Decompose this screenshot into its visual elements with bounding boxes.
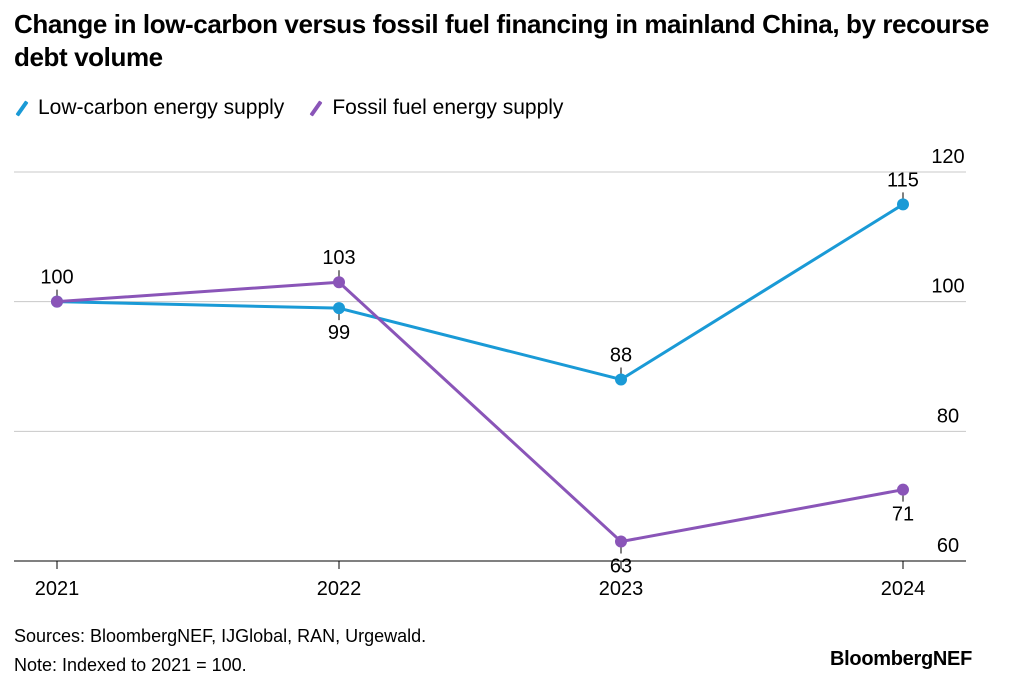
x-tick-label-2021: 2021 bbox=[35, 578, 80, 600]
data-label-1-1: 103 bbox=[322, 247, 355, 269]
series-line-1 bbox=[56, 280, 904, 544]
y-tick-label-60: 60 bbox=[937, 535, 959, 557]
y-tick-label-80: 80 bbox=[937, 405, 959, 427]
legend-item-fossil: Fossil fuel energy supply bbox=[308, 96, 563, 120]
data-label-0-3: 115 bbox=[887, 169, 919, 191]
series-line-0 bbox=[56, 203, 904, 381]
footer-notes: Sources: BloombergNEF, IJGlobal, RAN, Ur… bbox=[14, 622, 426, 680]
x-tick-label-2022: 2022 bbox=[317, 578, 362, 600]
legend-label-fossil: Fossil fuel energy supply bbox=[332, 96, 564, 119]
data-label-1-3: 71 bbox=[892, 504, 914, 526]
data-label-1-0: 100 bbox=[40, 267, 73, 289]
chart-title: Change in low-carbon versus fossil fuel … bbox=[14, 9, 989, 72]
legend-item-low-carbon: Low-carbon energy supply bbox=[14, 96, 284, 120]
brand-logo-text: BloombergNEF bbox=[830, 648, 972, 670]
data-point-1-0 bbox=[51, 295, 63, 308]
data-point-0-3 bbox=[897, 198, 909, 211]
legend-label-low-carbon: Low-carbon energy supply bbox=[38, 96, 285, 119]
data-label-0-2: 88 bbox=[610, 344, 632, 366]
data-point-1-2 bbox=[615, 535, 627, 548]
data-label-1-2: 63 bbox=[610, 556, 632, 578]
x-tick-label-2024: 2024 bbox=[881, 578, 926, 600]
legend: Low-carbon energy supply Fossil fuel ene… bbox=[14, 96, 587, 120]
y-tick-label-100: 100 bbox=[931, 276, 964, 298]
y-tick-label-120: 120 bbox=[931, 146, 964, 168]
data-point-0-2 bbox=[615, 373, 627, 386]
data-point-0-1 bbox=[333, 302, 345, 315]
data-label-0-1: 99 bbox=[328, 322, 350, 344]
x-tick-label-2023: 2023 bbox=[599, 578, 644, 600]
sources-text: Sources: BloombergNEF, IJGlobal, RAN, Ur… bbox=[14, 626, 427, 646]
note-text: Note: Indexed to 2021 = 100. bbox=[14, 655, 247, 675]
data-point-1-1 bbox=[333, 276, 345, 289]
data-point-1-3 bbox=[897, 483, 909, 496]
